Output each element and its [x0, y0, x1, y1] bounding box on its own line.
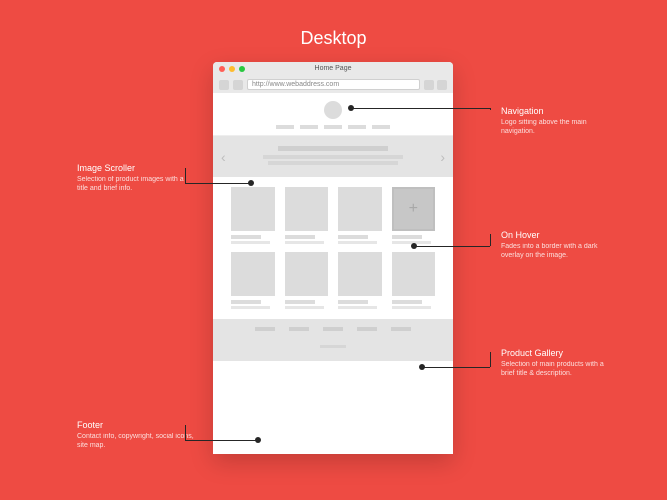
product-title-placeholder	[231, 300, 261, 304]
zoom-icon[interactable]	[239, 66, 245, 72]
annotation-desc: Selection of main products with a brief …	[501, 360, 619, 379]
product-thumb	[392, 252, 436, 296]
forward-button[interactable]	[233, 80, 243, 90]
annotation-leader	[490, 352, 491, 367]
main-nav	[213, 125, 453, 129]
annotation-title: Footer	[77, 420, 195, 430]
annotation-leader	[422, 367, 490, 368]
nav-item[interactable]	[300, 125, 318, 129]
footer-col[interactable]	[391, 327, 411, 331]
product-gallery	[213, 177, 453, 319]
product-card-hover[interactable]	[392, 187, 436, 244]
product-desc-placeholder	[285, 306, 324, 309]
product-title-placeholder	[338, 235, 368, 239]
annotation: On Hover Fades into a border with a dark …	[501, 230, 619, 261]
back-button[interactable]	[219, 80, 229, 90]
annotation-leader	[490, 234, 491, 246]
product-card[interactable]	[338, 252, 382, 309]
annotation: Image Scroller Selection of product image…	[77, 163, 195, 194]
annotation-leader	[414, 246, 490, 247]
footer-col[interactable]	[255, 327, 275, 331]
annotation: Footer Contact info, copywright, social i…	[77, 420, 195, 451]
product-thumb	[231, 252, 275, 296]
product-title-placeholder	[285, 235, 315, 239]
product-desc-placeholder	[392, 306, 431, 309]
image-scroller: ‹›	[213, 136, 453, 177]
page-content: ‹›	[213, 93, 453, 361]
traffic-lights	[219, 66, 245, 72]
footer-sub-placeholder	[320, 345, 346, 348]
address-bar-row: http://www.webaddress.com	[213, 76, 453, 93]
close-icon[interactable]	[219, 66, 225, 72]
footer-columns	[213, 327, 453, 331]
footer-col[interactable]	[323, 327, 343, 331]
annotation-title: Image Scroller	[77, 163, 195, 173]
product-desc-placeholder	[231, 306, 270, 309]
minimize-icon[interactable]	[229, 66, 235, 72]
product-card[interactable]	[231, 252, 275, 309]
product-thumb	[285, 252, 329, 296]
tab-title: Home Page	[213, 62, 453, 76]
url-input[interactable]: http://www.webaddress.com	[247, 79, 420, 90]
product-card[interactable]	[231, 187, 275, 244]
annotation-leader	[351, 108, 490, 109]
scroller-prev-button[interactable]: ‹	[221, 149, 226, 165]
bookmark-button[interactable]	[437, 80, 447, 90]
site-header	[213, 93, 453, 136]
footer-col[interactable]	[289, 327, 309, 331]
product-thumb	[338, 252, 382, 296]
browser-titlebar: Home Page	[213, 62, 453, 76]
product-title-placeholder	[392, 235, 422, 239]
annotation-title: Product Gallery	[501, 348, 619, 358]
annotation-leader	[185, 168, 186, 183]
nav-item[interactable]	[348, 125, 366, 129]
product-title-placeholder	[285, 300, 315, 304]
scroller-next-button[interactable]: ›	[440, 149, 445, 165]
product-desc-placeholder	[231, 241, 270, 244]
product-desc-placeholder	[285, 241, 324, 244]
scroller-text-placeholder	[263, 155, 403, 159]
product-thumb	[392, 187, 436, 231]
page-title: Desktop	[0, 28, 667, 49]
scroller-title-placeholder	[278, 146, 388, 151]
product-thumb	[338, 187, 382, 231]
annotation-desc: Fades into a border with a dark overlay …	[501, 242, 619, 261]
product-title-placeholder	[392, 300, 422, 304]
product-thumb	[285, 187, 329, 231]
annotation-leader	[185, 183, 251, 184]
footer-sub	[213, 335, 453, 353]
annotation-desc: Logo sitting above the main navigation.	[501, 118, 619, 137]
scroller-text-placeholder	[268, 161, 398, 165]
annotation-title: On Hover	[501, 230, 619, 240]
product-desc-placeholder	[338, 241, 377, 244]
annotation-leader	[490, 108, 491, 110]
annotation-leader	[185, 425, 186, 440]
footer-col[interactable]	[357, 327, 377, 331]
product-title-placeholder	[231, 235, 261, 239]
browser-window: Home Pagehttp://www.webaddress.com‹›	[213, 62, 453, 454]
site-footer	[213, 319, 453, 361]
annotation: Navigation Logo sitting above the main na…	[501, 106, 619, 137]
annotation: Product Gallery Selection of main product…	[501, 348, 619, 379]
annotation-leader	[185, 440, 258, 441]
annotation-desc: Contact info, copywright, social icons, …	[77, 432, 195, 451]
annotation-title: Navigation	[501, 106, 619, 116]
product-card[interactable]	[285, 252, 329, 309]
product-card[interactable]	[338, 187, 382, 244]
product-card[interactable]	[285, 187, 329, 244]
nav-item[interactable]	[372, 125, 390, 129]
product-desc-placeholder	[338, 306, 377, 309]
nav-item[interactable]	[276, 125, 294, 129]
nav-item[interactable]	[324, 125, 342, 129]
product-title-placeholder	[338, 300, 368, 304]
product-card[interactable]	[392, 252, 436, 309]
annotation-desc: Selection of product images with a title…	[77, 175, 195, 194]
reload-button[interactable]	[424, 80, 434, 90]
product-thumb	[231, 187, 275, 231]
logo-placeholder	[324, 101, 342, 119]
